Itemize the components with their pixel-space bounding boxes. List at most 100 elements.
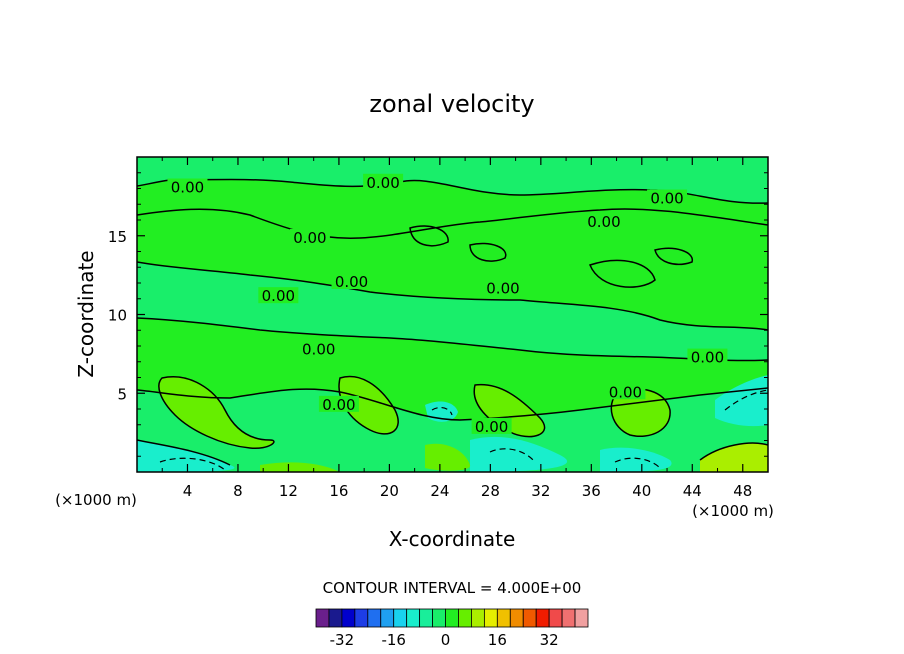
colorbar-ticks: -32 -16 0 16 32 [330, 631, 559, 649]
contour-line-6 [137, 439, 231, 466]
x-tick-label: 4 [183, 482, 193, 500]
pos-patch-6 [700, 443, 768, 472]
neg-patch-left [137, 440, 235, 472]
contour-label: 0.00 [691, 349, 724, 367]
y-tick-label: 15 [108, 228, 127, 246]
neg-patch-right [600, 447, 672, 472]
contour-fields [137, 157, 768, 472]
contour-label-bg [647, 189, 688, 206]
contour-line-7 [158, 376, 275, 449]
colorbar-cell [354, 608, 369, 628]
dashed-contour-1 [159, 457, 226, 471]
colorbar-cell [548, 608, 563, 628]
colorbar-cell [574, 608, 589, 628]
contour-label-bg [289, 228, 330, 245]
contour-label: 0.00 [366, 174, 399, 192]
x-tick-label: 24 [430, 482, 449, 500]
contour-label-bg [583, 213, 624, 230]
neg-region-mid [137, 262, 768, 361]
contour-line-10 [610, 388, 671, 437]
x-tick-label: 12 [279, 482, 298, 500]
contour-line-9 [473, 383, 546, 438]
contour-label: 0.00 [475, 418, 508, 436]
colorbar-cell [406, 608, 421, 628]
neg-patch-upper-right [715, 375, 768, 427]
pos-patch-1 [158, 376, 274, 449]
colorbar-cell [328, 608, 343, 628]
contour-line-14 [409, 225, 449, 247]
contour-line-15 [654, 247, 693, 266]
colorbar-cell [315, 608, 330, 628]
colorbar-cell [471, 608, 485, 628]
colorbar-tick-label: 0 [441, 631, 451, 649]
colorbar-cell [522, 608, 537, 628]
x-axis-label: X-coordinate [389, 527, 516, 551]
y-axis-label: Z-coordinate [74, 250, 98, 377]
contour-label-bg [605, 383, 646, 400]
colorbar-cell [509, 608, 524, 628]
contour-line-4 [137, 317, 768, 362]
x-axis: 4 8 12 16 20 24 28 32 36 40 44 48 [161, 157, 752, 500]
x-tick-label: 36 [582, 482, 601, 500]
y-tick-label: 10 [108, 307, 127, 325]
x-tick-label: 40 [632, 482, 651, 500]
dashed-contour-3 [614, 457, 661, 469]
dashed-contour-4 [724, 389, 768, 411]
pos-patch-7 [260, 462, 340, 472]
contour-label-bg [471, 417, 512, 434]
neg-patch-mid [470, 436, 568, 472]
chart-title: zonal velocity [369, 90, 534, 118]
colorbar-tick-label: 32 [540, 631, 559, 649]
colorbar-cell [445, 608, 459, 628]
contour-label-bg [331, 273, 372, 289]
dashed-contour-2 [489, 448, 536, 463]
contour-label-bg [318, 395, 359, 412]
contour-line-11 [699, 442, 768, 461]
contour-line-12 [469, 242, 507, 262]
contour-line-3 [137, 261, 768, 331]
pos-patch-2 [339, 376, 399, 434]
colorbar-cell [561, 608, 576, 628]
x-tick-label: 48 [733, 482, 752, 500]
y-tick-label: 5 [117, 385, 127, 403]
x-tick-label: 32 [531, 482, 550, 500]
x-unit-note-left: (×1000 m) [55, 491, 137, 509]
colorbar-cell [380, 608, 395, 628]
pos-patch-3 [474, 384, 545, 437]
y-axis: 5 10 15 [108, 172, 768, 457]
dashed-contours [159, 389, 768, 471]
contour-label-bg [167, 178, 208, 195]
x-tick-label: 44 [683, 482, 702, 500]
colorbar-cell [341, 608, 356, 628]
x-tick-label: 28 [481, 482, 500, 500]
colorbar-cell [496, 608, 511, 628]
colorbar-cell [393, 608, 408, 628]
plot-area: 0.00 0.00 0.00 0.00 0.00 0.00 0.00 0.00 0.00 0.00… [136, 156, 769, 473]
colorbar-cell [483, 608, 498, 628]
pos-patch-5 [425, 443, 471, 471]
colorbar-tick-label: 16 [488, 631, 507, 649]
contour-label: 0.00 [609, 383, 642, 401]
x-tick-label: 16 [329, 482, 348, 500]
contour-label: 0.00 [486, 279, 519, 297]
contour-label: 0.00 [262, 287, 295, 305]
colorbar-cell [535, 608, 550, 628]
colorbar-tick-label: -32 [330, 631, 355, 649]
colorbar-cell [432, 608, 446, 628]
colorbar-cell [419, 608, 433, 628]
contour-label: 0.00 [650, 190, 683, 208]
contour-label: 0.00 [335, 273, 368, 291]
contour-label: 0.00 [293, 229, 326, 247]
colorbar-cell [367, 608, 382, 628]
contour-label-bg [687, 348, 728, 365]
neg-region-top [137, 157, 768, 204]
dashed-contour-5 [431, 406, 453, 416]
contour-interval-text: CONTOUR INTERVAL = 4.000E+00 [323, 579, 582, 597]
colorbar [315, 608, 589, 628]
contour-label-bg [258, 287, 299, 304]
contour-label: 0.00 [302, 341, 335, 359]
contour-label-bg [482, 279, 523, 296]
contour-line-5 [137, 387, 768, 421]
x-unit-note-right: (×1000 m) [692, 502, 774, 520]
